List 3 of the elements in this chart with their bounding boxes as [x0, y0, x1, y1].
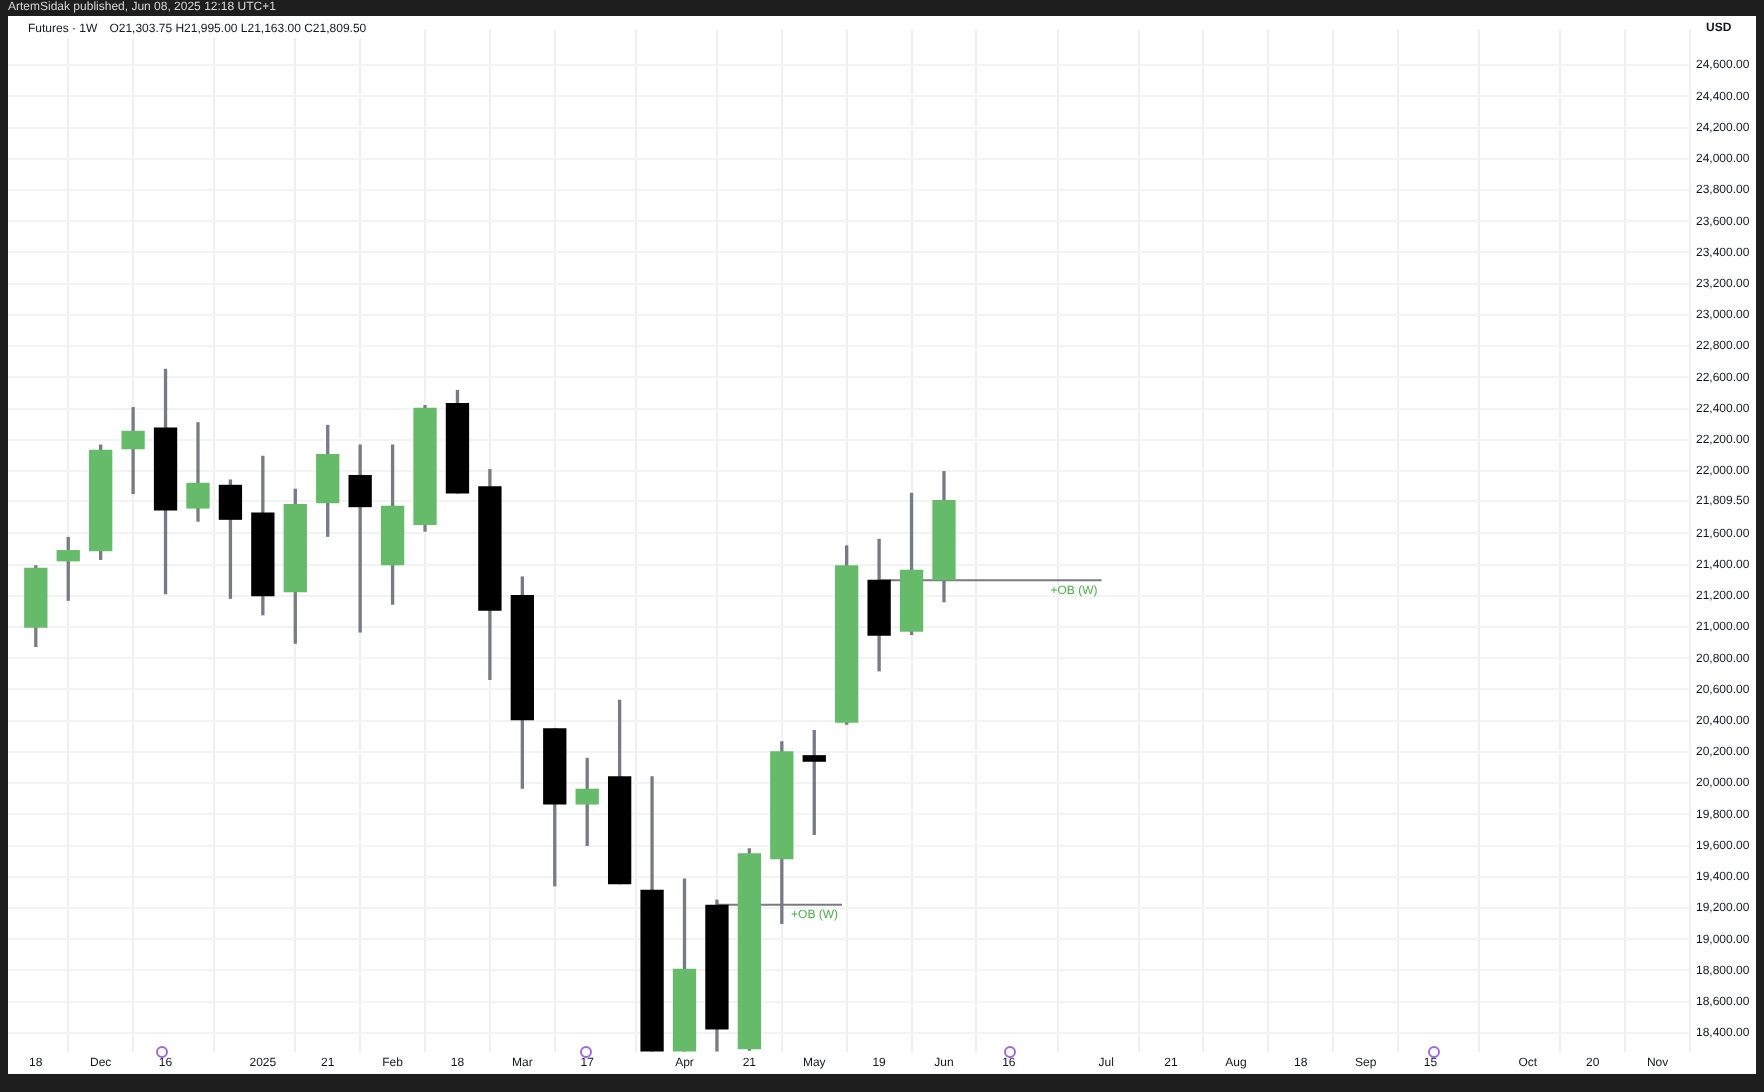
candlestick	[348, 444, 372, 633]
candlestick	[121, 407, 145, 495]
candlestick	[186, 422, 210, 522]
